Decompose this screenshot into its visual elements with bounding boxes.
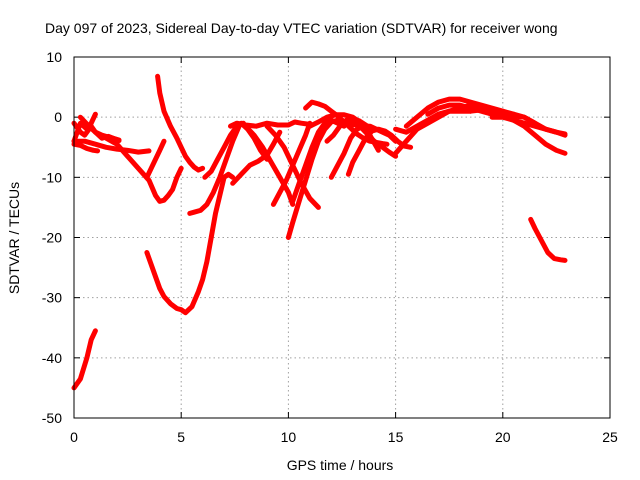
x-tick-label: 20	[495, 429, 511, 445]
series-line-arc-25	[345, 126, 414, 177]
chart-title: Day 097 of 2023, Sidereal Day-to-day VTE…	[45, 20, 558, 36]
series-line-arc-08	[144, 138, 167, 180]
series-line-arc-13	[230, 129, 283, 186]
y-tick-label: -40	[42, 350, 62, 366]
series-line-arc-33	[489, 114, 568, 137]
y-tick-label: -20	[42, 230, 62, 246]
series-line-arc-04	[77, 114, 122, 144]
x-tick-label: 0	[70, 429, 78, 445]
y-tick-label: -50	[42, 410, 62, 426]
series-line-arc-28	[393, 108, 474, 135]
x-tick-label: 25	[602, 429, 618, 445]
series-line-arc-06	[71, 138, 152, 155]
x-tick-label: 10	[281, 429, 297, 445]
x-axis-label: GPS time / hours	[287, 457, 394, 473]
series-line-arc-07	[103, 135, 184, 204]
plot-frame	[73, 56, 611, 419]
series-line-arc-01	[71, 328, 98, 391]
series-line-arc-26	[345, 115, 399, 159]
series-line-arc-34	[528, 216, 568, 263]
series-line-arc-05	[71, 141, 101, 154]
series-line-arc-16	[243, 123, 296, 207]
y-tick-label: -30	[42, 290, 62, 306]
x-tick-label: 15	[388, 429, 404, 445]
series-line-arc-20	[290, 117, 347, 204]
series-line-arc-11	[187, 123, 242, 216]
series-line-arc-12	[202, 120, 246, 180]
series-line-arc-29	[403, 96, 516, 129]
y-axis-label: SDTVAR / TECUs	[6, 182, 22, 294]
series-line-arc-09	[144, 171, 236, 316]
y-tick-label: -10	[42, 169, 62, 185]
y-tick-label: 10	[46, 49, 62, 65]
grid	[74, 57, 610, 418]
data-series	[71, 73, 568, 391]
series-line-arc-18	[270, 120, 313, 207]
y-tick-label: 0	[54, 109, 62, 125]
x-tick-label: 5	[177, 429, 185, 445]
series-line-arc-10	[155, 73, 206, 173]
